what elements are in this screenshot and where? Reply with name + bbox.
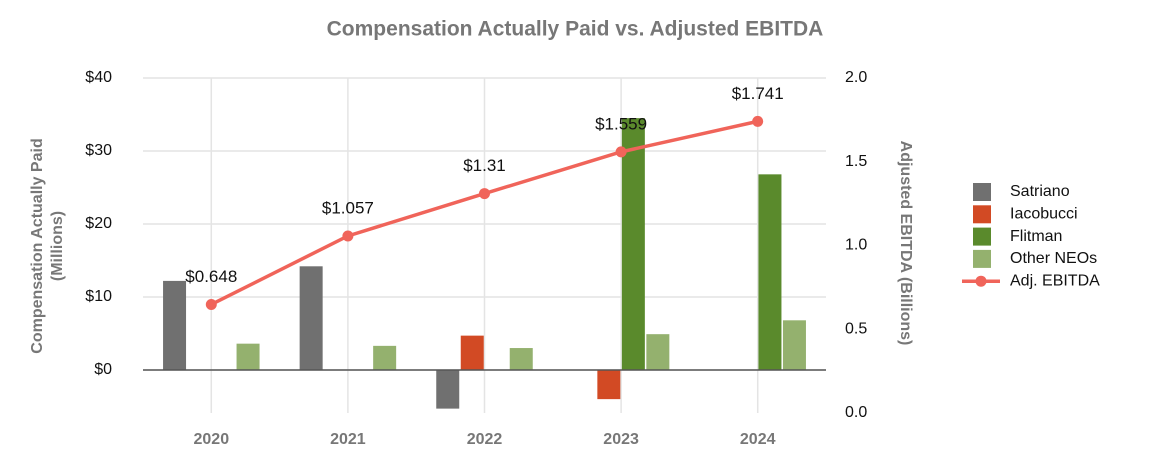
y2-axis-title: Adjusted EBITDA (Billions) <box>897 141 914 346</box>
y2-tick-label: 1.5 <box>845 153 867 170</box>
legend-label: Iacobucci <box>1010 206 1078 223</box>
bar <box>597 369 621 400</box>
bar <box>509 348 533 370</box>
bar <box>646 334 670 370</box>
legend-label: Other NEOs <box>1010 250 1097 267</box>
bar <box>373 345 397 370</box>
legend-swatch <box>973 249 991 268</box>
bar <box>758 174 782 370</box>
bar <box>460 335 484 370</box>
y-tick-label: $30 <box>85 142 112 159</box>
y2-tick-label: 0.0 <box>845 404 867 421</box>
chart-title: Compensation Actually Paid vs. Adjusted … <box>327 18 824 41</box>
legend-swatch <box>973 205 991 224</box>
y-axis-title: Compensation Actually Paid (Millions) <box>29 138 66 353</box>
data-label: $1.057 <box>322 198 374 217</box>
legend-marker <box>975 275 987 287</box>
y-tick-label: $20 <box>85 215 112 232</box>
y-tick-label: $40 <box>85 69 112 86</box>
legend-label: Adj. EBITDA <box>1010 272 1100 289</box>
x-tick-label: 2020 <box>194 431 230 448</box>
line-point <box>342 230 354 242</box>
legend-swatch <box>973 227 991 246</box>
legend-swatch <box>973 183 991 201</box>
x-tick-label: 2021 <box>330 431 366 448</box>
data-label: $1.31 <box>463 156 506 175</box>
bar <box>236 343 260 370</box>
data-label: $0.648 <box>185 267 237 286</box>
x-tick-label: 2022 <box>467 431 503 448</box>
data-label: $1.741 <box>732 84 784 103</box>
y2-tick-label: 1.0 <box>845 237 867 254</box>
bar <box>299 266 323 370</box>
bar <box>436 369 460 409</box>
legend-label: Satriano <box>1010 183 1070 200</box>
y2-tick-label: 0.5 <box>845 320 867 337</box>
y-axis-title-line: (Millions) <box>49 211 66 281</box>
x-tick-label: 2023 <box>603 431 639 448</box>
y-axis-title-line: Compensation Actually Paid <box>29 138 46 353</box>
line-point <box>752 115 764 127</box>
bar <box>782 320 806 370</box>
y2-tick-label: 2.0 <box>845 69 867 86</box>
line-point <box>479 188 490 200</box>
legend: Satriano Iacobucci Flitman Other NEOs Adj. E… <box>962 183 1100 289</box>
y-tick-label: $0 <box>94 361 112 378</box>
bar <box>163 280 187 370</box>
data-label: $1.559 <box>595 114 647 133</box>
line-point <box>615 146 627 158</box>
legend-label: Flitman <box>1010 228 1062 245</box>
x-tick-label: 2024 <box>740 431 776 448</box>
y-tick-label: $10 <box>85 288 112 305</box>
line-point <box>205 298 217 310</box>
bar <box>621 118 645 370</box>
